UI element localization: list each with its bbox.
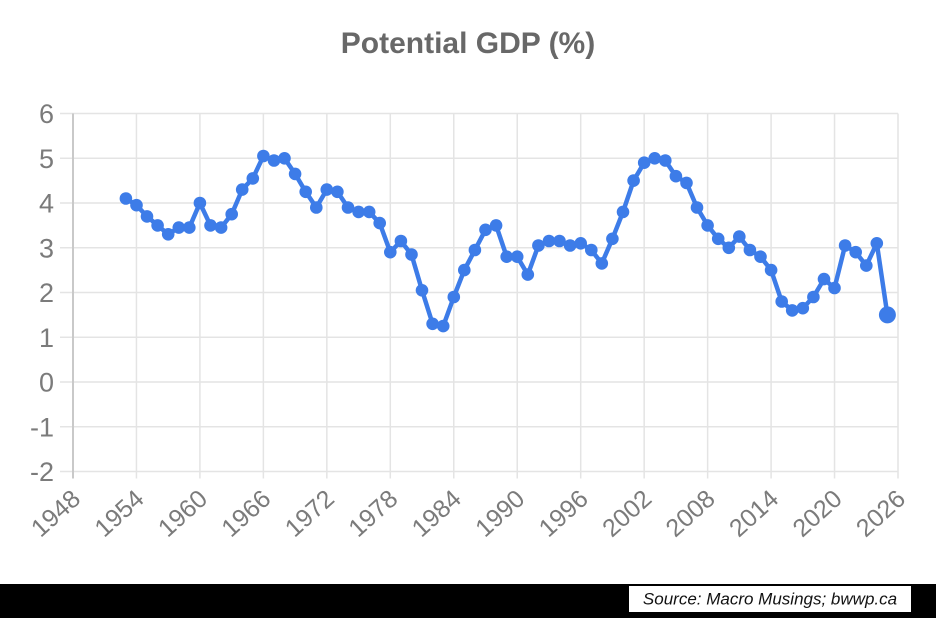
y-tick-label: 6 [39,99,54,129]
data-point [574,237,587,250]
data-point [606,232,619,246]
data-point [595,257,609,270]
data-point [669,169,683,183]
data-point [299,185,313,199]
y-tick-label: 2 [39,278,54,308]
data-point [849,245,862,259]
data-point [817,272,831,286]
data-point [860,259,873,272]
data-point [616,205,630,219]
data-point [711,232,725,246]
y-tick-label: -1 [30,412,54,442]
data-point [796,301,810,315]
data-point [320,183,334,196]
data-point [878,306,896,324]
data-point [733,230,746,243]
data-point [458,263,471,277]
data-point [415,284,429,297]
data-point [288,167,302,181]
y-tick-label: 4 [39,189,54,219]
data-point [246,172,260,185]
data-point [193,196,207,210]
data-point [500,250,513,263]
data-point [225,207,238,221]
data-point [690,201,704,214]
data-point [468,243,482,257]
data-point [394,234,408,248]
data-point [627,174,640,187]
data-point [701,219,714,232]
data-point [352,205,365,219]
data-point [183,221,196,234]
data-point [553,234,566,248]
data-point [542,234,556,248]
data-point [743,243,757,257]
data-point [278,152,291,165]
data-point [807,290,820,304]
data-point [775,295,788,308]
data-point [214,221,228,234]
data-point [828,281,841,295]
source-note: Source: Macro Musings; bwwp.ca [643,590,897,609]
bottom-bar: Source: Macro Musings; bwwp.ca [0,584,936,618]
data-point [172,221,186,234]
data-point [341,201,355,214]
data-point [310,201,323,214]
data-point [479,223,492,237]
data-point [384,245,397,259]
data-point [140,210,154,223]
data-point [426,317,439,331]
data-point [764,263,778,277]
data-point [119,192,133,205]
data-point [267,154,281,167]
data-point [161,228,175,241]
data-series [119,149,896,333]
source-box [629,586,911,612]
data-point [405,248,418,261]
data-point [510,250,524,263]
data-point [585,243,598,257]
data-point [754,250,767,263]
data-point [722,241,736,255]
data-point [680,176,693,190]
data-point [785,304,799,317]
data-point [648,152,661,165]
y-tick-label: 1 [39,323,54,353]
y-tick-label: -2 [30,457,54,487]
data-point [373,216,387,230]
data-point [838,239,852,252]
data-point [521,268,535,281]
chart-title: Potential GDP (%) [341,27,595,60]
data-point [447,290,461,304]
y-tick-label: 3 [39,233,54,263]
data-point [331,185,344,199]
data-point [870,237,884,250]
data-point [257,149,270,163]
y-tick-label: 0 [39,368,54,398]
data-point [235,183,249,196]
data-point [151,219,164,232]
data-point [362,205,376,219]
y-tick-label: 5 [39,144,54,174]
data-point [489,219,503,232]
data-point [436,319,450,333]
data-point [563,239,577,252]
data-point [130,198,143,212]
data-point [637,156,651,169]
data-point [204,219,217,232]
data-point [659,154,672,167]
data-point [532,239,545,252]
